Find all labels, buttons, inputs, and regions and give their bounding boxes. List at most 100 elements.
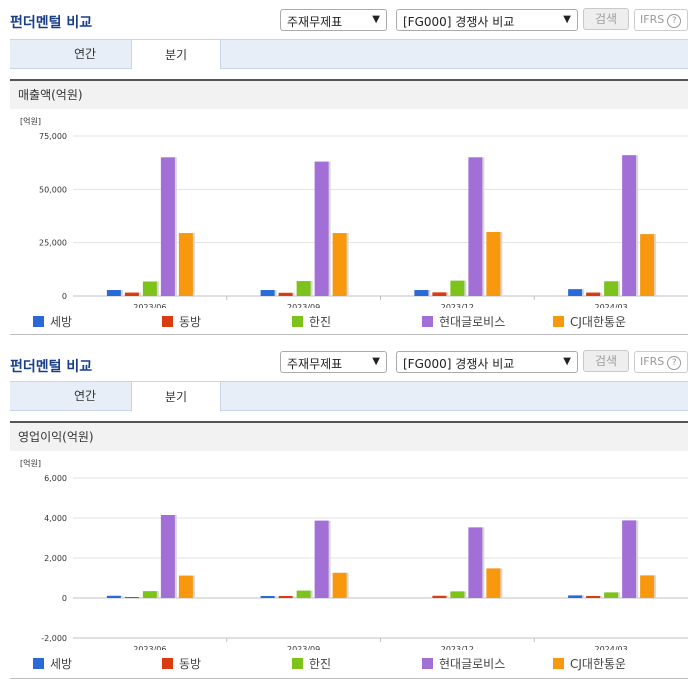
legend-swatch [162,316,173,327]
bar [178,575,193,598]
bar [468,157,483,296]
ifrs-help-button[interactable]: IFRS? [634,9,688,31]
bar [568,289,583,296]
legend-swatch [292,316,303,327]
y-tick-label: 50,000 [39,185,67,194]
y-tick-label: 6,000 [44,474,67,483]
y-unit-label: [억원] [20,458,41,468]
tab-quarterly[interactable]: 분기 [131,39,221,70]
statement-select-value: 주재무제표 [287,357,343,371]
y-tick-label: 0 [62,594,67,603]
bar [106,595,121,598]
peer-group-select[interactable]: [FG000] 경쟁사 비교 ▼ [396,351,578,373]
bar [260,596,275,598]
bar [314,161,329,296]
legend: 세방 동방 한진 현대글로비스 CJ대한통운 [0,655,696,671]
peer-group-select-value: [FG000] 경쟁사 비교 [403,357,515,371]
bar [622,520,637,598]
chevron-down-icon: ▼ [372,14,380,25]
search-button[interactable]: 검색 [583,8,629,30]
bar [124,597,139,598]
legend-item: 한진 [292,313,331,330]
tab-annual[interactable]: 연간 [73,389,97,403]
bar [296,590,311,598]
statement-select-value: 주재무제표 [287,15,343,29]
bar [296,281,311,296]
x-tick-label: 2023/06 [133,645,166,650]
bar [450,280,465,296]
divider [10,334,688,335]
legend-item: 세방 [33,655,72,672]
legend-item: CJ대한통운 [553,313,626,330]
x-tick-label: 2024/03 [595,303,628,308]
legend-swatch [292,658,303,669]
legend-item: 동방 [162,313,201,330]
y-tick-label: 25,000 [39,239,67,248]
legend-label: 현대글로비스 [439,657,506,671]
divider [10,678,688,679]
legend-label: 한진 [309,315,332,329]
y-unit-label: [억원] [20,116,41,126]
x-tick-label: 2023/12 [441,645,474,650]
bar [160,157,175,296]
legend-label: CJ대한통운 [570,657,627,671]
bar [278,596,293,598]
chevron-down-icon: ▼ [563,356,571,367]
ifrs-help-button[interactable]: IFRS? [634,351,688,373]
legend-swatch [33,658,44,669]
sales-bar-chart: [억원] 75,000 50,000 25,000 0 2023/06 2023/09 202… [20,116,688,308]
x-tick-label: 2024/03 [595,645,628,650]
bar [486,232,501,296]
y-tick-label: 0 [62,292,67,301]
bar [468,527,483,598]
legend-swatch [553,316,564,327]
bar [260,290,275,296]
bar [142,281,157,296]
peer-group-select[interactable]: [FG000] 경쟁사 비교 ▼ [396,9,578,31]
bar [432,292,447,296]
x-tick-label: 2023/09 [287,303,320,308]
legend-label: 동방 [179,315,202,329]
legend-label: 동방 [179,657,202,671]
bar [142,591,157,598]
bar [432,595,447,598]
legend-item: 동방 [162,655,201,672]
y-tick-label: 2,000 [44,554,67,563]
legend-item: CJ대한통운 [553,655,626,672]
legend-swatch [162,658,173,669]
legend-label: 세방 [50,657,73,671]
bar [586,292,601,296]
legend-swatch [422,316,433,327]
legend-item: 현대글로비스 [422,313,505,330]
tab-quarterly[interactable]: 분기 [131,381,221,412]
x-tick-label: 2023/06 [133,303,166,308]
page-title: 펀더멘털 비교 [10,359,93,375]
legend-label: CJ대한통운 [570,315,627,329]
tab-annual[interactable]: 연간 [73,47,97,61]
page-title: 펀더멘털 비교 [10,15,93,31]
legend-swatch [422,658,433,669]
bar [106,290,121,296]
search-button[interactable]: 검색 [583,350,629,372]
bar [586,596,601,598]
statement-select[interactable]: 주재무제표 ▼ [280,9,387,31]
statement-select[interactable]: 주재무제표 ▼ [280,351,387,373]
section-header: 영업이익(억원) [10,421,688,451]
y-tick-label: -2,000 [41,634,67,643]
bar [604,592,619,598]
period-tabs: 연간 분기 [10,381,688,412]
legend-item: 세방 [33,313,72,330]
legend-label: 현대글로비스 [439,315,506,329]
bar [450,591,465,598]
bar [124,292,139,296]
legend-swatch [553,658,564,669]
legend-label: 한진 [309,657,332,671]
panel-sales: 펀더멘털 비교 주재무제표 ▼ [FG000] 경쟁사 비교 ▼ 검색 IFRS? … [0,0,696,340]
bar [160,515,175,598]
panel-operating-profit: 펀더멘털 비교 주재무제표 ▼ [FG000] 경쟁사 비교 ▼ 검색 IFRS? … [0,342,696,684]
bar [332,572,347,598]
bar [640,234,655,296]
bar [178,233,193,296]
chevron-down-icon: ▼ [372,356,380,367]
ifrs-label: IFRS [640,355,665,368]
